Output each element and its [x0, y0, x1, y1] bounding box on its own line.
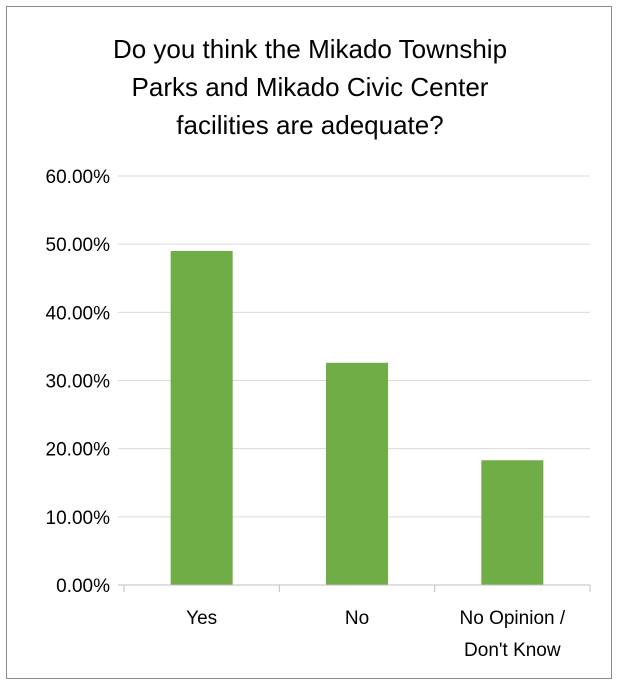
y-tick-label: 30.00%: [46, 372, 111, 393]
y-tick-label: 40.00%: [46, 303, 111, 324]
chart-title-line-1: Do you think the Mikado Township: [112, 34, 508, 64]
y-tick-label: 60.00%: [46, 167, 111, 188]
chart-title-line-3: facilities are adequate?: [176, 110, 444, 140]
chart-title-line-2: Parks and Mikado Civic Center: [131, 72, 489, 102]
y-tick-label: 50.00%: [46, 235, 111, 256]
bar: [326, 362, 388, 585]
y-tick-label: 20.00%: [46, 440, 111, 461]
bar: [481, 460, 544, 585]
x-tick-label: No Opinion /: [460, 608, 566, 629]
x-tick-label: Yes: [186, 608, 217, 629]
chart-title: Do you think the Mikado Township Parks a…: [40, 30, 580, 144]
y-tick-label: 10.00%: [46, 508, 111, 529]
bar: [170, 250, 233, 585]
x-tick-label: Don't Know: [464, 640, 561, 661]
x-tick-label: No: [345, 608, 369, 629]
y-tick-label: 0.00%: [56, 576, 110, 597]
